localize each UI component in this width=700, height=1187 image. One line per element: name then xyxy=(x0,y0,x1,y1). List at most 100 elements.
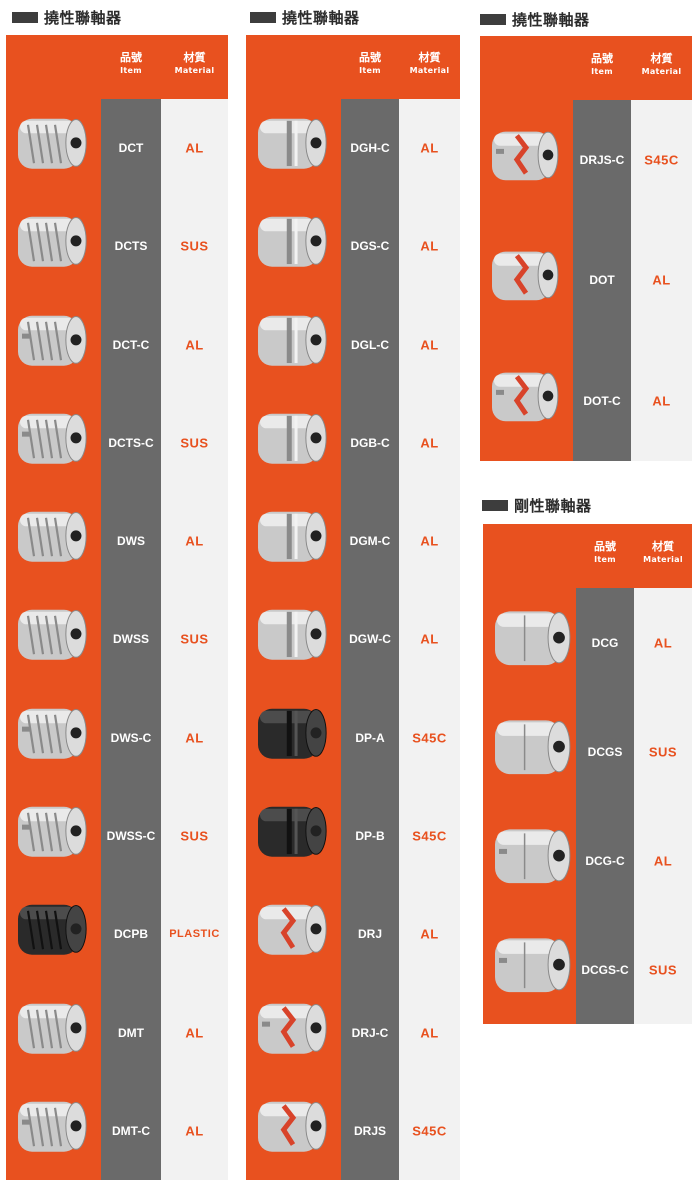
product-row[interactable]: DCTS SUS xyxy=(6,197,228,295)
material-value: SUS xyxy=(648,744,678,759)
product-row[interactable]: DGM-C AL xyxy=(246,492,460,590)
product-row[interactable]: DGB-C AL xyxy=(246,394,460,492)
coupling-image-icon xyxy=(14,901,92,967)
material-value: AL xyxy=(653,635,673,650)
item-code: DCTS-C xyxy=(108,435,154,450)
item-code: DGB-C xyxy=(350,435,390,450)
coupling-image-icon xyxy=(491,716,575,787)
material-value: AL xyxy=(652,393,671,409)
coupling-image-icon xyxy=(488,248,564,313)
product-row[interactable]: DOT-C AL xyxy=(480,341,692,461)
material-value: AL xyxy=(420,631,439,647)
product-row[interactable]: DRJS S45C xyxy=(246,1082,460,1180)
material-value: AL xyxy=(652,272,671,288)
coupling-image-icon xyxy=(14,1098,92,1164)
item-code: DOT-C xyxy=(583,393,621,408)
item-code: DWS-C xyxy=(110,730,152,745)
material-value: AL xyxy=(185,1123,204,1139)
item-column xyxy=(101,99,161,1180)
product-row[interactable]: DCG-C AL xyxy=(483,806,692,915)
item-code: DRJ xyxy=(357,927,382,942)
table-header: 品號 Item 材質 Material xyxy=(483,524,692,588)
coupling-image-icon xyxy=(254,115,332,181)
product-row[interactable]: DWSS-C SUS xyxy=(6,787,228,885)
product-row[interactable]: DCGS SUS xyxy=(483,697,692,806)
item-code: DGL-C xyxy=(351,337,389,352)
product-row[interactable]: DGS-C AL xyxy=(246,197,460,295)
coupling-image-icon xyxy=(491,607,575,678)
material-value: S45C xyxy=(644,152,679,168)
heading-square-icon xyxy=(480,13,506,25)
product-row[interactable]: DCT-C AL xyxy=(6,296,228,394)
product-row[interactable]: DCG AL xyxy=(483,588,692,697)
heading-text: 撓性聯軸器 xyxy=(512,10,590,29)
coupling-image-icon xyxy=(254,999,332,1065)
product-row[interactable]: DGL-C AL xyxy=(246,296,460,394)
header-item: 品號 Item xyxy=(591,52,613,76)
coupling-image-icon xyxy=(254,705,332,771)
heading-text: 撓性聯軸器 xyxy=(44,8,122,27)
product-row[interactable]: DCT AL xyxy=(6,99,228,197)
material-value: AL xyxy=(185,1025,204,1041)
material-value: AL xyxy=(420,926,439,942)
coupling-image-icon xyxy=(491,825,575,896)
material-value: AL xyxy=(185,337,204,353)
material-column xyxy=(634,588,692,1024)
item-code: DWSS-C xyxy=(106,829,156,844)
header-material: 材質 Material xyxy=(643,540,683,564)
item-code: DMT-C xyxy=(112,1123,150,1138)
material-value: S45C xyxy=(412,1123,447,1139)
product-row[interactable]: DGH-C AL xyxy=(246,99,460,197)
coupling-image-icon xyxy=(254,311,332,377)
material-value: AL xyxy=(420,435,439,451)
header-item: 品號 Item xyxy=(359,51,381,75)
material-value: AL xyxy=(653,853,673,868)
product-row[interactable]: DRJ AL xyxy=(246,885,460,983)
material-value: AL xyxy=(185,730,204,746)
item-code: DWSS xyxy=(113,632,149,647)
section-heading-rigid: 剛性聯軸器 xyxy=(482,494,592,516)
heading-square-icon xyxy=(482,499,508,511)
product-row[interactable]: DOT AL xyxy=(480,220,692,340)
product-row[interactable]: DCPB PLASTIC xyxy=(6,885,228,983)
coupling-image-icon xyxy=(254,1098,332,1164)
coupling-image-icon xyxy=(14,999,92,1065)
product-panel-col2: 品號 Item 材質 Material DGH-C AL DGS-C AL DGL-C A… xyxy=(246,35,460,1180)
coupling-image-icon xyxy=(14,311,92,377)
product-row[interactable]: DWSS SUS xyxy=(6,590,228,688)
item-column xyxy=(573,100,631,461)
heading-text: 剛性聯軸器 xyxy=(514,496,592,515)
material-column xyxy=(399,99,460,1180)
coupling-image-icon xyxy=(14,705,92,771)
product-panel-col4: 品號 Item 材質 Material DCG AL DCGS SUS DCG-C AL … xyxy=(483,524,692,1024)
product-row[interactable]: DRJS-C S45C xyxy=(480,100,692,220)
item-code: DCT xyxy=(118,141,144,156)
coupling-image-icon xyxy=(254,803,332,869)
material-column xyxy=(631,100,692,461)
product-panel-col1: 品號 Item 材質 Material DCT AL DCTS SUS DCT-C AL … xyxy=(6,35,228,1180)
item-code: DRJS-C xyxy=(579,153,625,168)
header-item: 品號 Item xyxy=(594,540,616,564)
product-row[interactable]: DWS AL xyxy=(6,492,228,590)
product-row[interactable]: DP-B S45C xyxy=(246,787,460,885)
header-material: 材質 Material xyxy=(409,51,450,75)
product-row[interactable]: DMT AL xyxy=(6,983,228,1081)
product-row[interactable]: DGW-C AL xyxy=(246,590,460,688)
coupling-image-icon xyxy=(488,128,564,193)
product-row[interactable]: DMT-C AL xyxy=(6,1082,228,1180)
product-row[interactable]: DCGS-C SUS xyxy=(483,915,692,1024)
coupling-image-icon xyxy=(254,606,332,672)
item-code: DP-B xyxy=(355,829,385,844)
item-code: DCPB xyxy=(113,927,148,942)
product-row[interactable]: DRJ-C AL xyxy=(246,983,460,1081)
material-value: SUS xyxy=(180,238,209,254)
material-value: AL xyxy=(420,533,439,549)
item-code: DCT-C xyxy=(112,337,150,352)
product-row[interactable]: DP-A S45C xyxy=(246,689,460,787)
coupling-image-icon xyxy=(14,410,92,476)
material-value: AL xyxy=(420,1025,439,1041)
product-panel-col3: 品號 Item 材質 Material DRJS-C S45C DOT AL DOT-C… xyxy=(480,36,692,461)
header-item: 品號 Item xyxy=(120,51,142,75)
product-row[interactable]: DWS-C AL xyxy=(6,689,228,787)
product-row[interactable]: DCTS-C SUS xyxy=(6,394,228,492)
